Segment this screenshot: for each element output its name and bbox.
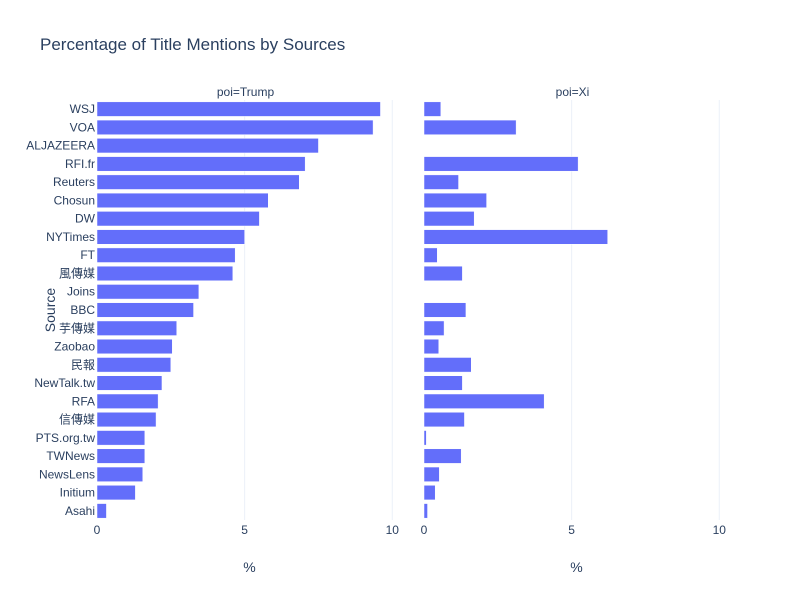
panel-title: poi=Trump bbox=[217, 85, 275, 99]
bar bbox=[423, 485, 436, 501]
panel-2: 0 5 10 poi=Xi% bbox=[421, 85, 727, 575]
y-tick-label: Initium bbox=[60, 486, 95, 500]
y-tick-label: 風傳媒 bbox=[59, 266, 95, 280]
bar bbox=[423, 412, 465, 428]
bar bbox=[423, 229, 608, 245]
bar bbox=[423, 448, 462, 464]
bar bbox=[96, 448, 146, 464]
bar bbox=[96, 466, 144, 482]
x-tick-label: 0 bbox=[421, 523, 428, 537]
x-axis-title: % bbox=[243, 559, 255, 575]
y-tick-label: DW bbox=[75, 212, 96, 226]
bar bbox=[423, 466, 440, 482]
bar bbox=[423, 338, 440, 355]
bar bbox=[423, 211, 475, 227]
y-tick-label: ALJAZEERA bbox=[26, 139, 95, 153]
bar bbox=[423, 302, 467, 318]
y-tick-label: 民報 bbox=[71, 358, 95, 372]
bar bbox=[423, 101, 442, 117]
x-axis-title: % bbox=[570, 559, 582, 575]
y-tick-label: VOA bbox=[70, 120, 95, 134]
bar bbox=[423, 156, 579, 172]
bar bbox=[96, 265, 234, 282]
bar bbox=[96, 229, 245, 245]
x-tick-label: 5 bbox=[241, 523, 248, 537]
y-tick-label: 信傳媒 bbox=[59, 413, 95, 427]
bar bbox=[423, 119, 517, 135]
x-tick-label: 0 bbox=[94, 523, 101, 537]
bar bbox=[423, 174, 459, 190]
y-tick-label: BBC bbox=[70, 303, 95, 317]
bar bbox=[423, 430, 427, 446]
bar bbox=[96, 320, 177, 336]
bar bbox=[96, 503, 107, 519]
bar bbox=[423, 247, 438, 263]
bar bbox=[96, 357, 172, 373]
bar bbox=[423, 320, 445, 336]
panels: 0 5 10 poi=Trump WSJ VOA ALJAZEERA RFI.fr Reuter… bbox=[26, 85, 726, 575]
x-tick-label: 5 bbox=[568, 523, 575, 537]
y-tick-label: Asahi bbox=[65, 504, 95, 518]
bar bbox=[423, 503, 428, 519]
panel-title: poi=Xi bbox=[556, 85, 590, 99]
y-tick-label: Joins bbox=[67, 285, 95, 299]
bar bbox=[96, 485, 136, 501]
x-tick-label: 10 bbox=[713, 523, 727, 537]
y-tick-label: NewsLens bbox=[39, 467, 95, 481]
panel-1: 0 5 10 poi=Trump WSJ VOA ALJAZEERA RFI.fr Reuter… bbox=[26, 85, 399, 575]
bar bbox=[96, 393, 159, 409]
bar bbox=[423, 375, 463, 391]
y-tick-label: RFA bbox=[72, 394, 95, 408]
bar bbox=[96, 302, 194, 318]
y-tick-label: NYTimes bbox=[46, 230, 95, 244]
bar bbox=[96, 138, 319, 154]
bar bbox=[96, 430, 146, 446]
y-tick-label: NewTalk.tw bbox=[34, 376, 95, 390]
bar bbox=[96, 284, 200, 300]
y-tick-label: WSJ bbox=[70, 102, 95, 116]
bar bbox=[96, 211, 260, 227]
y-tick-label: Chosun bbox=[54, 193, 95, 207]
bar bbox=[423, 265, 463, 282]
y-tick-label: Reuters bbox=[53, 175, 95, 189]
y-tick-label: RFI.fr bbox=[65, 157, 95, 171]
bar bbox=[96, 412, 157, 428]
bar bbox=[423, 192, 487, 208]
bar bbox=[96, 247, 236, 263]
y-tick-label: Zaobao bbox=[54, 340, 95, 354]
y-tick-label: 芋傳媒 bbox=[59, 321, 95, 335]
y-axis-title: Source bbox=[42, 288, 58, 333]
y-tick-label: PTS.org.tw bbox=[36, 431, 96, 445]
bar bbox=[423, 357, 472, 373]
bar bbox=[96, 338, 173, 355]
bar bbox=[96, 192, 269, 208]
bar bbox=[96, 119, 374, 135]
bar bbox=[96, 375, 163, 391]
y-tick-label: FT bbox=[80, 248, 95, 262]
chart-title: Percentage of Title Mentions by Sources bbox=[40, 35, 345, 54]
y-tick-label: TWNews bbox=[46, 449, 95, 463]
x-tick-label: 10 bbox=[386, 523, 400, 537]
bar bbox=[423, 393, 545, 409]
bar bbox=[96, 174, 300, 190]
bar bbox=[96, 156, 306, 172]
bar bbox=[96, 101, 381, 117]
